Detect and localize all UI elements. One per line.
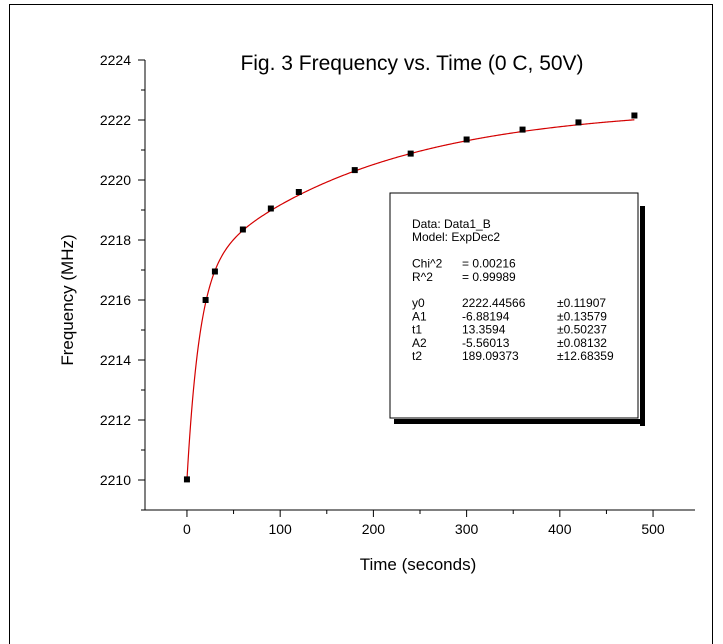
chart: Fig. 3 Frequency vs. Time (0 C, 50V) 0 10…: [58, 52, 695, 574]
data-point: [519, 126, 526, 133]
fit-error: ±0.08132: [557, 336, 607, 350]
y-tick-label: 2210: [100, 472, 131, 488]
fit-label: A1: [412, 309, 427, 323]
fit-label: Chi^2: [412, 257, 443, 271]
fit-label: y0: [412, 296, 425, 310]
x-tick-label: 500: [641, 521, 665, 537]
x-axis-label: Time (seconds): [360, 555, 477, 574]
x-tick-label: 300: [455, 521, 479, 537]
fit-error: ±0.13579: [557, 309, 607, 323]
fit-label: Data: Data1_B: [412, 217, 491, 231]
figure-frame: [9, 4, 713, 644]
axes: 0 100 200 300 400 500 2210 2212 2214 2216 2218 2220…: [100, 52, 695, 537]
fit-value: -6.88194: [462, 309, 510, 323]
fit-value: = 0.99989: [462, 270, 516, 284]
fit-error: ±12.68359: [557, 349, 614, 363]
data-point: [183, 476, 190, 483]
x-tick-label: 400: [548, 521, 572, 537]
fit-label: R^2: [412, 270, 433, 284]
data-point: [463, 136, 470, 143]
box-frame: [389, 192, 639, 419]
y-tick-label: 2220: [100, 172, 131, 188]
data-point: [575, 119, 582, 126]
x-tick-label: 100: [268, 521, 292, 537]
chart-title: Fig. 3 Frequency vs. Time (0 C, 50V): [240, 52, 583, 75]
fit-value: = 0.00216: [462, 257, 516, 271]
fit-label: t2: [412, 349, 422, 363]
y-axis-label: Frequency (MHz): [58, 234, 77, 365]
data-point: [631, 112, 638, 119]
fit-label: Model: ExpDec2: [412, 230, 500, 244]
data-point: [267, 205, 274, 212]
fit-label: t1: [412, 323, 422, 337]
data-points-layer: [183, 112, 638, 483]
y-tick-label: 2224: [100, 52, 131, 68]
x-tick-label: 200: [362, 521, 386, 537]
data-point: [239, 226, 246, 233]
fit-value: 189.09373: [462, 349, 519, 363]
box-shadow-bottom: [394, 419, 644, 424]
fit-value: -5.56013: [462, 336, 510, 350]
y-tick-label: 2216: [100, 292, 131, 308]
fit-value: 2222.44566: [462, 296, 526, 310]
fit-label: A2: [412, 336, 427, 350]
data-point: [202, 297, 209, 303]
box-shadow-right: [640, 206, 645, 426]
y-tick-label: 2212: [100, 412, 131, 428]
fit-error: ±0.11907: [557, 296, 606, 310]
y-tick-label: 2222: [100, 112, 131, 128]
data-point: [407, 150, 414, 157]
y-tick-label: 2218: [100, 232, 131, 248]
data-point: [351, 167, 358, 174]
fit-error: ±0.50237: [557, 323, 607, 337]
x-tick-label: 0: [183, 521, 191, 537]
y-tick-label: 2214: [100, 352, 131, 368]
fit-value: 13.3594: [462, 323, 506, 337]
data-point: [211, 268, 218, 275]
data-point: [295, 189, 302, 195]
